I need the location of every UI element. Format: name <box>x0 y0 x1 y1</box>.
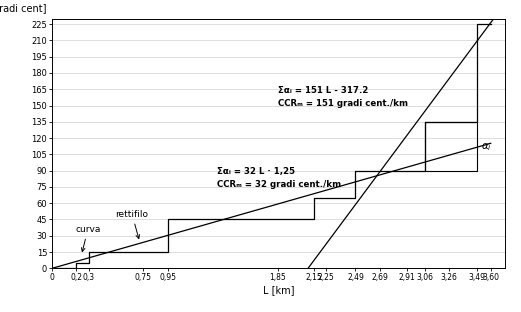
Bar <box>425 122 477 171</box>
Text: Σαᵢ = 32 L · 1,25
CCRₘ = 32 gradi cent./km: Σαᵢ = 32 L · 1,25 CCRₘ = 32 gradi cent./… <box>217 168 341 189</box>
X-axis label: L [km]: L [km] <box>263 285 294 295</box>
Text: $\alpha_i$: $\alpha_i$ <box>481 141 492 153</box>
Text: gradi cent]: gradi cent] <box>0 4 47 14</box>
Text: rettifilo: rettifilo <box>116 210 148 239</box>
Text: Σαᵢ = 151 L - 317.2
CCRₘ = 151 gradi cent./km: Σαᵢ = 151 L - 317.2 CCRₘ = 151 gradi cen… <box>278 86 407 108</box>
Text: curva: curva <box>75 225 101 251</box>
